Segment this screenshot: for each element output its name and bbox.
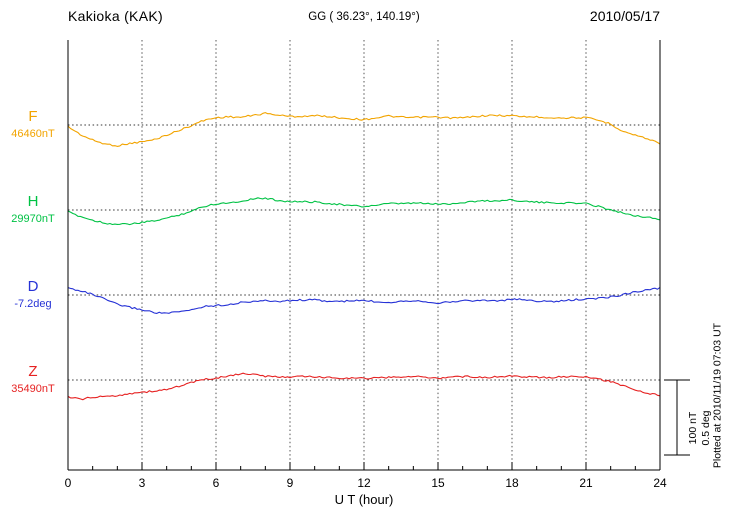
x-tick-label: 3 (138, 476, 146, 490)
series-label-Z: Z 35490nT (2, 363, 64, 396)
series-label-F: F 46460nT (2, 108, 64, 141)
series-baseline-D: -7.2deg (14, 298, 52, 310)
series-baseline-H: 29970nT (11, 213, 55, 225)
series-label-D: D -7.2deg (2, 278, 64, 311)
x-tick-label: 6 (212, 476, 220, 490)
x-axis-title: U T (hour) (334, 492, 394, 507)
geographic-coordinates: GG ( 36.23°, 140.19°) (308, 11, 420, 23)
trace-Z (67, 372, 661, 401)
observation-date: 2010/05/17 (589, 8, 660, 24)
gridlines (141, 40, 587, 470)
scale-bar (664, 379, 690, 456)
series-baseline-F: 46460nT (11, 128, 55, 140)
series-letter-Z: Z (28, 363, 38, 380)
x-tick-label: 9 (286, 476, 294, 490)
scale-nt-label: 100 nT (687, 411, 699, 445)
series-letter-H: H (27, 193, 39, 210)
x-tick-label: 21 (579, 476, 593, 490)
series-letter-D: D (27, 278, 39, 295)
x-tick-label: 12 (357, 476, 371, 490)
baselines (68, 124, 660, 381)
trace-D (67, 286, 661, 314)
scale-bar-label: 100 nT 0.5 deg (687, 400, 713, 456)
station-title: Kakioka (KAK) (68, 8, 163, 24)
x-tick-label: 15 (431, 476, 445, 490)
trace-F (67, 112, 661, 147)
x-tick-label: 18 (505, 476, 519, 490)
series-letter-F: F (28, 108, 38, 125)
trace-H (67, 197, 661, 226)
series-label-H: H 29970nT (2, 193, 64, 226)
x-tick-label: 0 (64, 476, 72, 490)
axes (67, 40, 661, 471)
series-baseline-Z: 35490nT (11, 383, 55, 395)
x-tick-label: 24 (653, 476, 667, 490)
plotted-at-timestamp: Plotted at 2010/11/19 07:03 UT (711, 322, 724, 469)
